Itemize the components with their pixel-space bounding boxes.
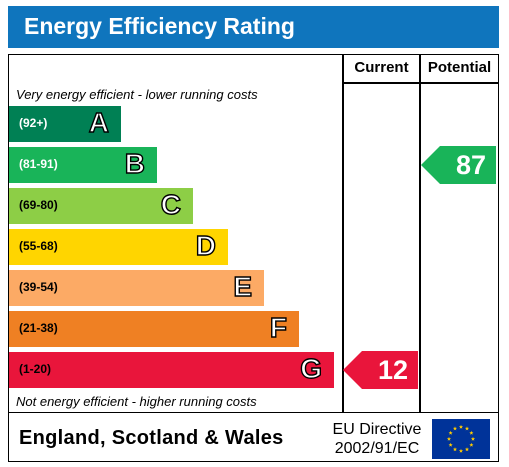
- bottom-note: Not energy efficient - higher running co…: [16, 394, 257, 409]
- band-letter: A: [88, 106, 110, 138]
- eu-star-icon: [469, 430, 474, 435]
- page-title: Energy Efficiency Rating: [24, 13, 295, 39]
- potential-arrow-shape: [421, 146, 496, 184]
- eu-star-icon: [448, 430, 453, 435]
- eu-star-icon: [452, 447, 458, 452]
- potential-rating-arrow: 87: [421, 146, 496, 184]
- eu-star-icon: [452, 426, 458, 431]
- band-c: (69-80) C: [9, 188, 193, 224]
- band-a: (92+) A: [9, 106, 121, 142]
- potential-column-divider: [419, 54, 421, 413]
- potential-column-header: Potential: [427, 59, 492, 76]
- current-rating-value: 12: [377, 355, 408, 385]
- eu-star-icon: [458, 448, 464, 453]
- band-range-label: (39-54): [19, 280, 58, 294]
- band-range-label: (92+): [19, 116, 48, 130]
- column-header-divider: [343, 82, 499, 84]
- top-note: Very energy efficient - lower running co…: [16, 87, 258, 102]
- band-letter: E: [233, 270, 253, 302]
- title-bar: Energy Efficiency Rating: [8, 6, 499, 48]
- eu-flag-icon: [432, 419, 490, 459]
- band-range-label: (69-80): [19, 198, 58, 212]
- footer: [8, 413, 499, 462]
- eu-directive-label: EU Directive 2002/91/EC: [332, 421, 422, 457]
- eu-star-icon: [458, 424, 464, 429]
- band-letter: B: [124, 147, 146, 179]
- band-g: (1-20) G: [9, 352, 334, 388]
- rating-table: [8, 54, 499, 413]
- eu-star-icon: [470, 436, 476, 441]
- region-label: England, Scotland & Wales: [19, 427, 284, 449]
- band-letter: F: [269, 311, 288, 343]
- eu-star-icon: [446, 436, 452, 441]
- current-rating-arrow: 12: [343, 351, 418, 389]
- current-column-divider: [342, 54, 344, 413]
- band-range-label: (1-20): [19, 362, 52, 376]
- band-b: (81-91) B: [9, 147, 157, 183]
- band-letter: G: [300, 352, 323, 384]
- band-f: (21-38) F: [9, 311, 299, 347]
- eu-star-icon: [469, 442, 474, 447]
- band-e: (39-54) E: [9, 270, 264, 306]
- current-column-header: Current: [354, 59, 409, 76]
- band-range-label: (55-68): [19, 239, 58, 253]
- band-letter: D: [195, 229, 217, 261]
- band-range-label: (81-91): [19, 157, 58, 171]
- eu-star-icon: [464, 447, 470, 452]
- current-arrow-shape: [343, 351, 418, 389]
- band-letter: C: [160, 188, 182, 220]
- potential-rating-value: 87: [455, 150, 486, 180]
- eu-star-icon: [464, 426, 470, 431]
- eu-star-icon: [448, 442, 453, 447]
- band-d: (55-68) D: [9, 229, 228, 265]
- band-range-label: (21-38): [19, 321, 58, 335]
